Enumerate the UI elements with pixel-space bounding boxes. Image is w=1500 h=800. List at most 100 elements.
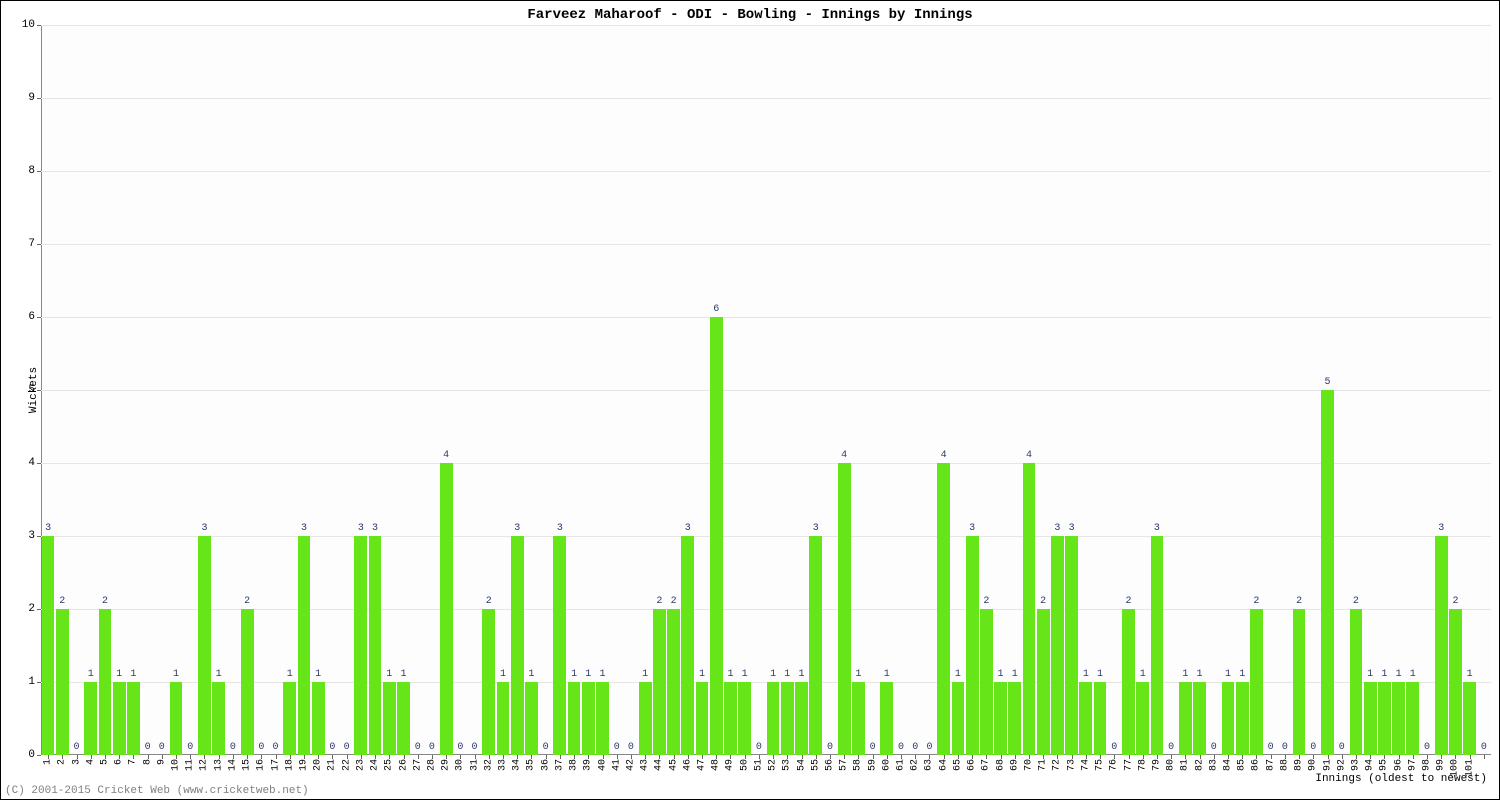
x-tick-label: 13 <box>213 759 224 771</box>
x-tick-label: 95 <box>1379 759 1390 771</box>
bar-value-label: 1 <box>130 670 136 682</box>
x-tick-label: 3 <box>71 759 82 765</box>
bar: 2 <box>1449 609 1462 755</box>
x-tick-label: 60 <box>881 759 892 771</box>
bar-value-label: 3 <box>557 524 563 536</box>
x-tick-label: 97 <box>1407 759 1418 771</box>
bar-value-label: 1 <box>1225 670 1231 682</box>
bar-value-label: 0 <box>273 743 279 755</box>
x-tick-label: 24 <box>370 759 381 771</box>
y-tick-label: 1 <box>28 676 35 688</box>
gridline <box>41 244 1491 245</box>
gridline <box>41 609 1491 610</box>
bar-value-label: 0 <box>614 743 620 755</box>
bar-value-label: 2 <box>244 597 250 609</box>
x-tick-label: 69 <box>1009 759 1020 771</box>
x-tick-label: 48 <box>711 759 722 771</box>
bar: 2 <box>1122 609 1135 755</box>
bar-value-label: 0 <box>870 743 876 755</box>
x-tick-label: 51 <box>753 759 764 771</box>
x-tick-label: 96 <box>1393 759 1404 771</box>
bar-value-label: 1 <box>585 670 591 682</box>
gridline <box>41 317 1491 318</box>
x-tick-label: 14 <box>227 759 238 771</box>
bar-value-label: 1 <box>173 670 179 682</box>
x-tick-label: 70 <box>1023 759 1034 771</box>
x-tick-label: 71 <box>1038 759 1049 771</box>
bar-value-label: 1 <box>1182 670 1188 682</box>
bar: 1 <box>880 682 893 755</box>
bar-value-label: 1 <box>528 670 534 682</box>
bar: 1 <box>170 682 183 755</box>
gridline <box>41 98 1491 99</box>
x-tick-label: 82 <box>1194 759 1205 771</box>
bar-value-label: 3 <box>201 524 207 536</box>
bar-value-label: 0 <box>1282 743 1288 755</box>
bar: 3 <box>511 536 524 755</box>
bar-value-label: 0 <box>1111 743 1117 755</box>
bar: 2 <box>99 609 112 755</box>
bar: 4 <box>1023 463 1036 755</box>
bar: 1 <box>639 682 652 755</box>
bar-value-label: 1 <box>1467 670 1473 682</box>
bar-value-label: 3 <box>685 524 691 536</box>
copyright-text: (C) 2001-2015 Cricket Web (www.cricketwe… <box>5 785 309 797</box>
x-tick-label: 7 <box>128 759 139 765</box>
x-tick-label: 12 <box>199 759 210 771</box>
bar-value-label: 0 <box>898 743 904 755</box>
bar-value-label: 1 <box>1381 670 1387 682</box>
x-tick-label: 99 <box>1436 759 1447 771</box>
bar-value-label: 0 <box>1481 743 1487 755</box>
bar: 1 <box>397 682 410 755</box>
bar-value-label: 0 <box>1424 743 1430 755</box>
x-tick-label: 55 <box>810 759 821 771</box>
bar-value-label: 3 <box>358 524 364 536</box>
x-tick-label: 67 <box>981 759 992 771</box>
x-tick-label: 30 <box>455 759 466 771</box>
x-tick-label: 62 <box>910 759 921 771</box>
y-tick-label: 6 <box>28 311 35 323</box>
bar-value-label: 3 <box>1054 524 1060 536</box>
bar: 4 <box>838 463 851 755</box>
bar: 3 <box>1435 536 1448 755</box>
x-tick-label: 6 <box>114 759 125 765</box>
bar: 1 <box>738 682 751 755</box>
x-tick-label: 98 <box>1422 759 1433 771</box>
y-tick-label: 4 <box>28 457 35 469</box>
x-tick-label: 63 <box>924 759 935 771</box>
y-tick-label: 3 <box>28 530 35 542</box>
x-tick-label: 46 <box>682 759 693 771</box>
bar: 2 <box>241 609 254 755</box>
x-tick-label: 36 <box>540 759 551 771</box>
bar-value-label: 3 <box>1069 524 1075 536</box>
x-tick-label: 8 <box>142 759 153 765</box>
y-tick-label: 5 <box>28 384 35 396</box>
bar-value-label: 2 <box>59 597 65 609</box>
bar-value-label: 0 <box>1211 743 1217 755</box>
bar-value-label: 0 <box>827 743 833 755</box>
bar: 1 <box>724 682 737 755</box>
bar-value-label: 2 <box>671 597 677 609</box>
x-tick-label: 20 <box>313 759 324 771</box>
gridline <box>41 25 1491 26</box>
bar-value-label: 0 <box>1268 743 1274 755</box>
bar: 1 <box>1079 682 1092 755</box>
x-tick-label: 61 <box>896 759 907 771</box>
bar-value-label: 0 <box>429 743 435 755</box>
bar-value-label: 1 <box>400 670 406 682</box>
bar-value-label: 2 <box>1452 597 1458 609</box>
x-tick-label: 84 <box>1223 759 1234 771</box>
x-tick-label: 35 <box>526 759 537 771</box>
x-tick-label: 86 <box>1251 759 1262 771</box>
x-tick-label: 9 <box>156 759 167 765</box>
x-tick-label: 75 <box>1095 759 1106 771</box>
bar-value-label: 2 <box>486 597 492 609</box>
bar-value-label: 0 <box>472 743 478 755</box>
bar-value-label: 1 <box>1410 670 1416 682</box>
bar-value-label: 1 <box>1396 670 1402 682</box>
bar-value-label: 0 <box>926 743 932 755</box>
x-tick-label: 76 <box>1109 759 1120 771</box>
bar-value-label: 1 <box>287 670 293 682</box>
bar: 1 <box>1008 682 1021 755</box>
bar: 1 <box>497 682 510 755</box>
